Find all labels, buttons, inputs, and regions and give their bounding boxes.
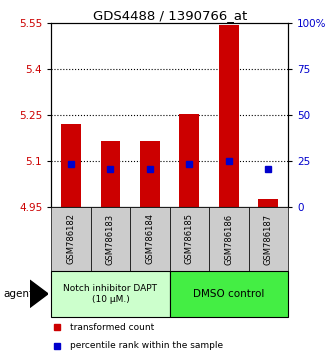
Bar [101, 141, 120, 207]
Bar [51, 207, 91, 271]
Bar [259, 199, 278, 207]
Bar [209, 207, 249, 271]
Bar [169, 207, 209, 271]
Text: GSM786186: GSM786186 [224, 213, 233, 264]
Bar [130, 207, 169, 271]
Text: GSM786184: GSM786184 [145, 213, 155, 264]
Bar [51, 271, 169, 317]
Polygon shape [30, 280, 48, 307]
Title: GDS4488 / 1390766_at: GDS4488 / 1390766_at [92, 9, 247, 22]
Text: GSM786187: GSM786187 [264, 213, 273, 264]
Text: GSM786183: GSM786183 [106, 213, 115, 264]
Text: agent: agent [3, 289, 33, 299]
Bar [179, 114, 199, 207]
Text: percentile rank within the sample: percentile rank within the sample [70, 341, 223, 350]
Text: GSM786182: GSM786182 [67, 213, 75, 264]
Text: transformed count: transformed count [70, 323, 154, 332]
Text: DMSO control: DMSO control [193, 289, 264, 299]
Text: GSM786185: GSM786185 [185, 213, 194, 264]
Bar [219, 24, 239, 207]
Bar [249, 207, 288, 271]
Bar [140, 141, 160, 207]
Bar [169, 271, 288, 317]
Bar [61, 124, 81, 207]
Bar [91, 207, 130, 271]
Text: Notch inhibitor DAPT
(10 μM.): Notch inhibitor DAPT (10 μM.) [64, 284, 158, 303]
